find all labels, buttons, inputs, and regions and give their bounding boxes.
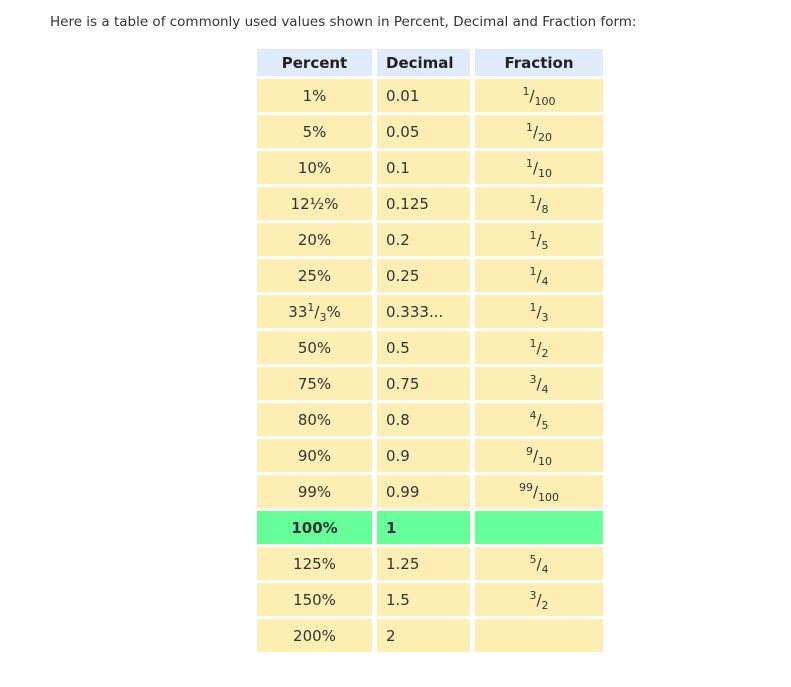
decimal-cell: 1: [377, 511, 470, 544]
percent-cell: 200%: [257, 619, 372, 652]
decimal-cell: 0.2: [377, 223, 470, 256]
fraction-cell: 1/8: [475, 187, 603, 220]
table-row: 331/3% 0.333... 1/3: [257, 295, 603, 328]
decimal-cell: 2: [377, 619, 470, 652]
fraction-cell: 1/10: [475, 151, 603, 184]
decimal-cell: 0.1: [377, 151, 470, 184]
table-row: 200% 2: [257, 619, 603, 652]
percent-cell: 90%: [257, 439, 372, 472]
table-body: 1% 0.01 1/100 5% 0.05 1/20 10% 0.1 1/10 12½% 0.125…: [257, 79, 603, 652]
percent-cell: 12½%: [257, 187, 372, 220]
fraction-cell: 1/5: [475, 223, 603, 256]
header-cell-decimal: Decimal: [377, 49, 470, 76]
fraction-cell: 99/100: [475, 475, 603, 508]
header-cell-percent: Percent: [257, 49, 372, 76]
fraction-cell: 3/2: [475, 583, 603, 616]
decimal-cell: 0.01: [377, 79, 470, 112]
decimal-cell: 0.333...: [377, 295, 470, 328]
percent-cell: 150%: [257, 583, 372, 616]
fraction-cell: 5/4: [475, 547, 603, 580]
intro-text: Here is a table of commonly used values …: [50, 14, 637, 30]
fraction-cell: 4/5: [475, 403, 603, 436]
fraction-cell: 3/4: [475, 367, 603, 400]
decimal-cell: 0.25: [377, 259, 470, 292]
fraction-cell: [475, 511, 603, 544]
fraction-cell: [475, 619, 603, 652]
fraction-cell: 9/10: [475, 439, 603, 472]
percent-cell: 1%: [257, 79, 372, 112]
values-table: Percent Decimal Fraction 1% 0.01 1/100 5% 0.05…: [252, 46, 608, 655]
percent-cell: 99%: [257, 475, 372, 508]
table-row: 50% 0.5 1/2: [257, 331, 603, 364]
percent-cell: 20%: [257, 223, 372, 256]
percent-cell: 125%: [257, 547, 372, 580]
table-row: 80% 0.8 4/5: [257, 403, 603, 436]
percent-cell: 331/3%: [257, 295, 372, 328]
table-row: 5% 0.05 1/20: [257, 115, 603, 148]
percent-cell: 100%: [257, 511, 372, 544]
table-header-row: Percent Decimal Fraction: [257, 49, 603, 76]
table-row: 75% 0.75 3/4: [257, 367, 603, 400]
table-row: 99% 0.99 99/100: [257, 475, 603, 508]
percent-cell: 80%: [257, 403, 372, 436]
table-row: 25% 0.25 1/4: [257, 259, 603, 292]
fraction-cell: 1/100: [475, 79, 603, 112]
decimal-cell: 0.99: [377, 475, 470, 508]
table-row: 100% 1: [257, 511, 603, 544]
table-row: 1% 0.01 1/100: [257, 79, 603, 112]
fraction-cell: 1/3: [475, 295, 603, 328]
table-row: 150% 1.5 3/2: [257, 583, 603, 616]
decimal-cell: 0.05: [377, 115, 470, 148]
decimal-cell: 0.9: [377, 439, 470, 472]
decimal-cell: 0.5: [377, 331, 470, 364]
table-row: 10% 0.1 1/10: [257, 151, 603, 184]
percent-cell: 5%: [257, 115, 372, 148]
fraction-cell: 1/2: [475, 331, 603, 364]
percent-cell: 10%: [257, 151, 372, 184]
table-row: 12½% 0.125 1/8: [257, 187, 603, 220]
percent-cell: 25%: [257, 259, 372, 292]
decimal-cell: 1.25: [377, 547, 470, 580]
table-row: 20% 0.2 1/5: [257, 223, 603, 256]
fraction-cell: 1/4: [475, 259, 603, 292]
fraction-cell: 1/20: [475, 115, 603, 148]
percent-cell: 50%: [257, 331, 372, 364]
table-row: 90% 0.9 9/10: [257, 439, 603, 472]
decimal-cell: 0.8: [377, 403, 470, 436]
percent-cell: 75%: [257, 367, 372, 400]
decimal-cell: 0.125: [377, 187, 470, 220]
table-row: 125% 1.25 5/4: [257, 547, 603, 580]
decimal-cell: 0.75: [377, 367, 470, 400]
decimal-cell: 1.5: [377, 583, 470, 616]
header-cell-fraction: Fraction: [475, 49, 603, 76]
